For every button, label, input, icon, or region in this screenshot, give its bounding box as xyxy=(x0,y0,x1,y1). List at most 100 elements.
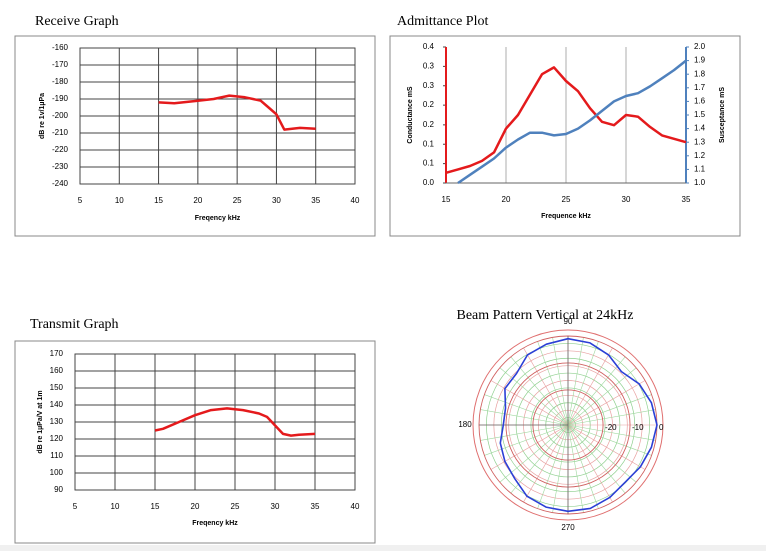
decor-spoke xyxy=(567,424,652,456)
decor-spoke xyxy=(552,337,569,426)
line-chart: Admittance Plot 15 20 25 30 35 0.0 0.1 0.1 0.2 0.2… xyxy=(389,14,741,237)
y-tick-label: 0.0 xyxy=(423,178,435,187)
y-tick-label: 140 xyxy=(50,400,64,409)
polar-chart: Beam Pattern Vertical at 24kHz -20 -10 0 90 1… xyxy=(456,308,664,532)
y-tick-label: 90 xyxy=(54,485,63,494)
y2-tick-label: 1.9 xyxy=(694,56,706,65)
x-tick-label: 10 xyxy=(111,502,120,511)
y-axis-label: dB re 1µPa/V at 1m xyxy=(37,390,44,453)
decor-spoke xyxy=(552,424,569,513)
outer-ring xyxy=(472,329,664,521)
x-axis-label: Freqency kHz xyxy=(192,520,238,527)
y2-tick-label: 1.0 xyxy=(694,178,706,187)
decor-spoke xyxy=(567,409,656,426)
x-tick-label: 15 xyxy=(442,195,451,204)
y2-tick-label: 1.5 xyxy=(694,110,706,119)
x-tick-label: 25 xyxy=(562,195,571,204)
y-tick-label: -160 xyxy=(52,43,69,52)
decor-spoke xyxy=(480,424,569,441)
theta-tick-label: 90 xyxy=(564,317,573,326)
chart-title: Transmit Graph xyxy=(30,317,119,332)
decor-spoke xyxy=(537,424,569,509)
y2-tick-label: 1.1 xyxy=(694,165,706,174)
y-tick-label: 150 xyxy=(50,383,64,392)
y-tick-label: -200 xyxy=(52,111,69,120)
x-tick-label: 5 xyxy=(73,502,78,511)
r-tick-label: 0 xyxy=(659,423,664,432)
decor-spoke xyxy=(567,424,656,441)
y-axis-label: dB re 1v/1µPa xyxy=(39,93,46,139)
chart-frame xyxy=(389,35,741,237)
y-tick-label: 0.2 xyxy=(423,100,435,109)
line-chart: Receive Graph 5 10 15 20 25 30 35 40 -240 -230 -220… xyxy=(14,14,376,237)
decor-spoke xyxy=(499,367,569,426)
x-tick-label: 40 xyxy=(351,196,360,205)
x-tick-label: 35 xyxy=(311,196,320,205)
data-line xyxy=(445,66,687,175)
y-tick-label: 0.1 xyxy=(423,139,435,148)
y-tick-label: -210 xyxy=(52,128,69,137)
x-tick-label: 35 xyxy=(311,502,320,511)
r-tick-label: -20 xyxy=(605,423,617,432)
decor-spoke xyxy=(523,424,569,503)
decor-spoke xyxy=(567,356,626,426)
beam-pattern xyxy=(499,337,658,513)
decor-spoke xyxy=(484,424,569,456)
decor-spoke xyxy=(567,424,626,494)
decor-spoke xyxy=(567,394,652,426)
y2-tick-label: 1.2 xyxy=(694,151,706,160)
y2-tick-label: 1.4 xyxy=(694,124,706,133)
x-tick-label: 25 xyxy=(231,502,240,511)
data-line xyxy=(158,94,316,131)
data-line xyxy=(154,407,316,437)
y-tick-label: 130 xyxy=(50,417,64,426)
y-tick-label: 170 xyxy=(50,349,64,358)
decor-spoke xyxy=(567,424,613,503)
x-tick-label: 40 xyxy=(351,502,360,511)
data-line xyxy=(457,59,687,185)
decor-spoke xyxy=(567,367,637,426)
decor-spoke xyxy=(567,347,613,426)
decor-spoke xyxy=(510,424,569,494)
y-tick-label: -230 xyxy=(52,162,69,171)
y-axis-label: Conductance mS xyxy=(407,86,414,144)
y-tick-label: -190 xyxy=(52,94,69,103)
x-axis-label: Frequence kHz xyxy=(541,213,591,220)
decor-spoke xyxy=(567,341,599,426)
y-tick-label: 0.3 xyxy=(423,61,435,70)
y-tick-label: -220 xyxy=(52,145,69,154)
r-tick-label: -10 xyxy=(632,423,644,432)
x-tick-label: 20 xyxy=(191,502,200,511)
decor-spoke xyxy=(490,424,569,470)
y-tick-label: -170 xyxy=(52,60,69,69)
decor-spoke xyxy=(490,380,569,426)
chart-title: Beam Pattern Vertical at 24kHz xyxy=(456,308,633,323)
decor-spoke xyxy=(537,341,569,426)
y2-tick-label: 1.8 xyxy=(694,69,706,78)
y2-tick-label: 1.7 xyxy=(694,83,706,92)
y-tick-label: 0.1 xyxy=(423,159,435,168)
decor-spoke xyxy=(567,424,584,513)
decor-spoke xyxy=(567,337,584,426)
x-tick-label: 25 xyxy=(233,196,242,205)
decor-spoke xyxy=(523,347,569,426)
decor-spoke xyxy=(567,380,646,426)
x-tick-label: 35 xyxy=(682,195,691,204)
x-tick-label: 30 xyxy=(272,196,281,205)
y-tick-label: -240 xyxy=(52,179,69,188)
x-tick-label: 10 xyxy=(115,196,124,205)
y-tick-label: 100 xyxy=(50,468,64,477)
decor-spoke xyxy=(567,424,599,509)
status-strip xyxy=(0,545,766,551)
x-tick-label: 5 xyxy=(78,196,83,205)
y-tick-label: -180 xyxy=(52,77,69,86)
x-tick-label: 20 xyxy=(193,196,202,205)
y-tick-label: 160 xyxy=(50,366,64,375)
x-tick-label: 30 xyxy=(622,195,631,204)
x-tick-label: 15 xyxy=(151,502,160,511)
y2-tick-label: 1.6 xyxy=(694,97,706,106)
x-tick-label: 30 xyxy=(271,502,280,511)
chart-title: Receive Graph xyxy=(35,14,119,29)
x-tick-label: 20 xyxy=(502,195,511,204)
